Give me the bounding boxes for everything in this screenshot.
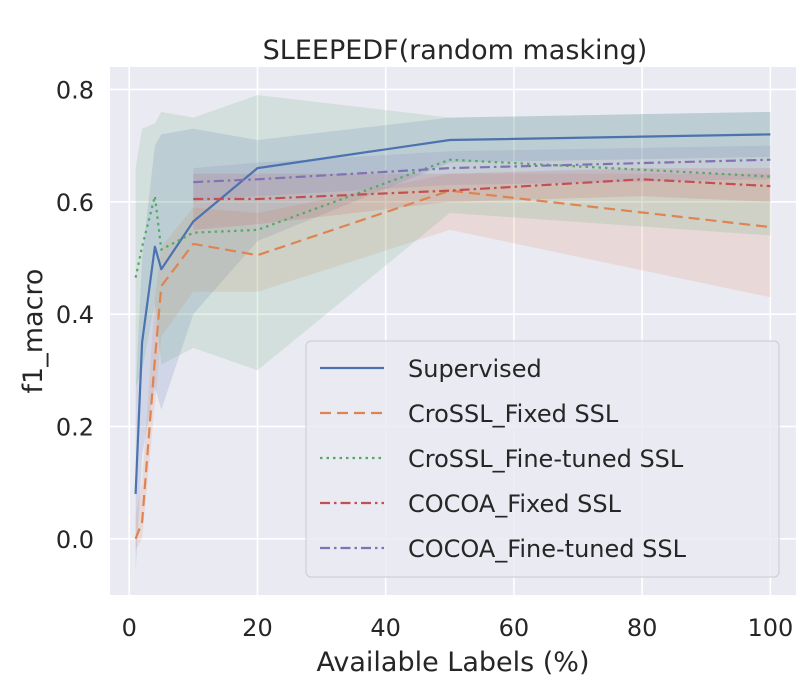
x-tick-label: 20: [242, 614, 273, 642]
legend-label: Supervised: [408, 355, 542, 383]
x-axis-ticks: 0 20 40 60 80 100: [122, 614, 794, 642]
series-line-2: [134, 158, 771, 278]
x-tick-label: 100: [747, 614, 793, 642]
series-lines: [134, 133, 771, 540]
series-line-0: [134, 133, 771, 494]
series-band-3: [193, 168, 771, 230]
legend-label: CroSSL_Fixed SSL: [408, 400, 619, 428]
series-line-4: [193, 158, 771, 184]
series-line-1: [134, 189, 771, 540]
legend-box: [305, 340, 780, 578]
x-tick-label: 0: [122, 614, 137, 642]
legend-label: CroSSL_Fine-tuned SSL: [408, 445, 684, 473]
legend: Supervised CroSSL_Fixed SSL CroSSL_Fine-tu…: [305, 340, 780, 578]
x-tick-label: 60: [499, 614, 530, 642]
legend-label: COCOA_Fine-tuned SSL: [408, 535, 687, 563]
y-tick-label: 0.2: [56, 413, 94, 441]
legend-label: COCOA_Fixed SSL: [408, 490, 622, 518]
y-axis-title: f1_macro: [18, 269, 49, 394]
x-tick-label: 80: [627, 614, 658, 642]
series-band-0: [135, 111, 771, 573]
y-tick-label: 0.8: [56, 76, 94, 104]
x-axis-title: Available Labels (%): [316, 647, 589, 678]
x-tick-label: 40: [370, 614, 401, 642]
series-band-4: [193, 145, 771, 202]
grid: [110, 67, 796, 595]
y-tick-label: 0.4: [56, 301, 94, 329]
series-band-1: [135, 173, 771, 551]
series-line-3: [193, 178, 771, 201]
y-axis-ticks: 0.0 0.2 0.4 0.6 0.8: [56, 76, 94, 553]
y-tick-label: 0.0: [56, 526, 94, 554]
y-tick-label: 0.6: [56, 189, 94, 217]
chart-title: SLEEPEDF(random masking): [263, 35, 648, 66]
